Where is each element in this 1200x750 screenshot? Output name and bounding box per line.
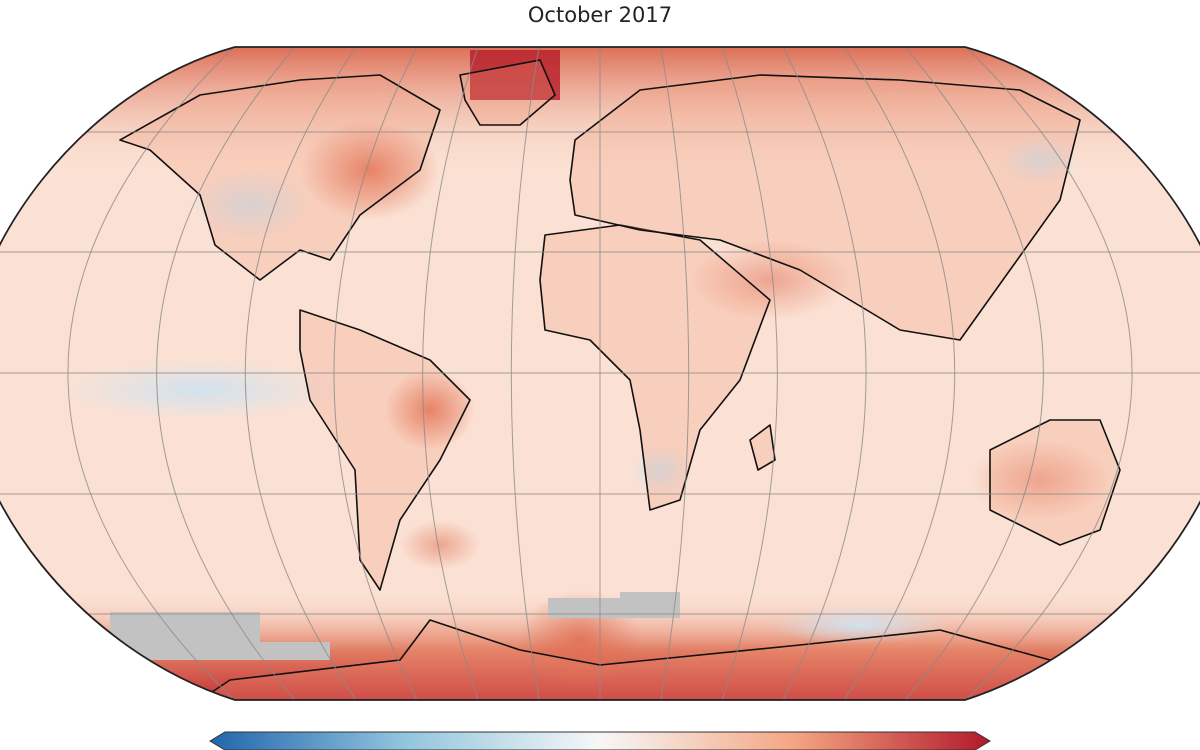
map-subtitle: October 2017 xyxy=(528,3,672,27)
land-outlines xyxy=(119,59,1121,700)
cool-anomaly xyxy=(60,360,340,420)
warm-anomaly xyxy=(970,440,1110,520)
map-outline xyxy=(0,46,1200,701)
graticule-line xyxy=(156,47,296,700)
warm-anomaly xyxy=(400,520,480,570)
graticule-line xyxy=(244,47,357,700)
graticule-line xyxy=(67,47,235,700)
australia xyxy=(989,419,1121,546)
south-america xyxy=(299,309,471,591)
graticule-line xyxy=(660,47,690,700)
greenland-anomaly xyxy=(470,50,560,100)
greenland xyxy=(459,59,556,126)
madagascar xyxy=(749,424,776,471)
no-data xyxy=(110,612,330,660)
graticule-line xyxy=(965,47,1133,700)
graticule-line xyxy=(904,47,1044,700)
graticule-line xyxy=(721,47,778,700)
no-data xyxy=(548,592,680,618)
cool-anomaly xyxy=(630,445,690,495)
antarctica xyxy=(199,619,1101,700)
graticule-line xyxy=(510,47,540,700)
graticule xyxy=(0,47,1200,700)
graticule-line xyxy=(782,47,867,700)
map-body xyxy=(0,47,1200,700)
warm-anomaly xyxy=(385,370,475,450)
africa xyxy=(539,224,771,511)
cool-anomaly xyxy=(770,605,950,645)
warm-anomaly xyxy=(690,240,850,320)
colorbar-bar xyxy=(209,731,991,750)
warm-anomaly xyxy=(300,120,440,220)
cool-anomaly xyxy=(190,170,310,240)
graticule-line xyxy=(843,47,956,700)
graticule-line xyxy=(333,47,418,700)
cool-anomaly xyxy=(1000,135,1080,185)
eurasia xyxy=(569,74,1081,341)
north-america xyxy=(119,74,441,281)
colorbar xyxy=(209,731,991,750)
graticule-line xyxy=(422,47,479,700)
